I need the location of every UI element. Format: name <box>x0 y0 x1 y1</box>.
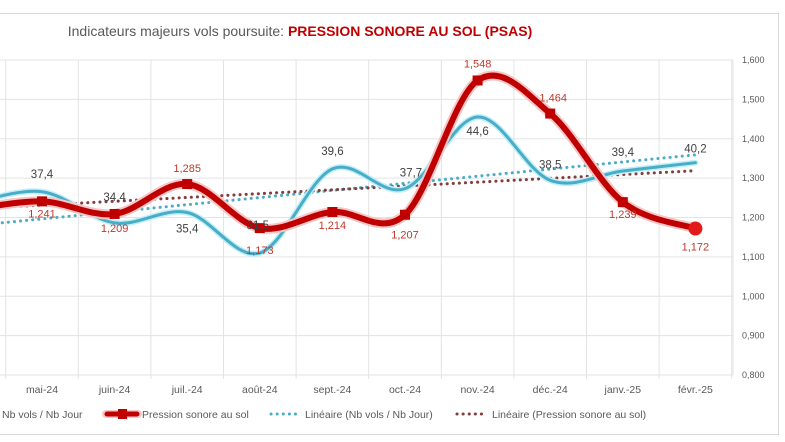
data-label-pression: 1,464 <box>539 93 567 105</box>
data-label-nb-vols: 38,5 <box>539 159 561 171</box>
x-tick-label: févr.-25 <box>678 384 713 396</box>
data-label-nb-vols: 39,4 <box>612 147 635 159</box>
x-tick-label: juil.-24 <box>171 384 203 396</box>
legend-label-trend-nb-vols: Linéaire (Nb vols / Nb Jour) <box>305 409 433 421</box>
y2-tick-label: 0,900 <box>742 331 765 341</box>
y2-axis-ticks: 1,600 1,500 1,400 1,300 1,200 1,100 1,000 0,900… <box>742 55 765 380</box>
data-label-nb-vols: 34,4 <box>103 192 126 204</box>
marker-pression <box>37 196 47 207</box>
data-label-nb-vols: 37,7 <box>400 168 422 180</box>
data-label-nb-vols: 31,5 <box>247 220 269 232</box>
data-label-nb-vols: 40,2 <box>684 144 706 156</box>
y2-tick-label: 1,400 <box>742 134 765 144</box>
x-tick-label: mai-24 <box>26 384 58 396</box>
data-label-nb-vols: 37,4 <box>31 169 54 181</box>
chart-title: Indicateurs majeurs vols poursuite: PRES… <box>0 23 600 39</box>
y2-tick-label: 1,100 <box>742 252 765 262</box>
data-label-nb-vols: 35,4 <box>176 224 199 236</box>
data-label-pression: 1,548 <box>464 58 492 70</box>
marker-pression <box>254 223 265 234</box>
legend-label-pression: Pression sonore au sol <box>142 409 249 421</box>
data-label-pression: 1,241 <box>28 208 56 220</box>
data-label-nb-vols: 39,6 <box>321 146 343 158</box>
marker-pression <box>617 197 628 208</box>
data-label-pression: 1,209 <box>101 223 129 235</box>
marker-pression <box>109 208 120 219</box>
series-lines <box>0 70 703 257</box>
data-label-pression: 1,173 <box>246 245 274 257</box>
x-axis-labels: mai-24 juin-24 juil.-24 août-24 sept.-24 oct.… <box>26 384 713 396</box>
x-tick-label: juin-24 <box>98 384 131 396</box>
series-pression-line <box>0 72 699 232</box>
data-label-pression: 1,285 <box>173 163 201 175</box>
marker-pression <box>545 108 556 119</box>
legend: Nb vols / Nb Jour Pression sonore au sol L… <box>2 409 646 421</box>
data-label-pression: 1,207 <box>391 230 419 242</box>
data-label-pression: 1,172 <box>682 242 710 254</box>
data-label-pression: 1,239 <box>609 209 637 221</box>
y2-tick-label: 1,200 <box>742 213 765 223</box>
y2-tick-label: 1,300 <box>742 173 765 183</box>
data-label-nb-vols: 44,6 <box>466 126 488 138</box>
marker-pression <box>400 209 410 220</box>
series-pression-glow <box>0 70 701 234</box>
y2-tick-label: 0,800 <box>742 370 765 380</box>
chart-title-prefix: Indicateurs majeurs vols poursuite: <box>67 23 288 39</box>
y2-tick-label: 1,500 <box>742 94 765 104</box>
marker-pression-last <box>688 221 703 236</box>
y2-tick-label: 1,600 <box>742 55 765 65</box>
data-labels: 37,4 34,4 35,4 31,5 39,6 37,7 44,6 38,5 39,4 40,2… <box>28 58 709 257</box>
legend-label-nb-vols: Nb vols / Nb Jour <box>2 409 83 421</box>
x-tick-label: août-24 <box>242 384 278 396</box>
data-label-pression: 1,214 <box>319 220 347 232</box>
legend-marker-pression <box>118 409 127 419</box>
x-tick-label: oct.-24 <box>389 384 421 396</box>
chart-title-highlight: PRESSION SONORE AU SOL (PSAS) <box>287 23 533 39</box>
legend-label-trend-pression: Linéaire (Pression sonore au sol) <box>492 409 646 421</box>
x-tick-label: déc.-24 <box>533 384 568 396</box>
marker-pression <box>472 75 483 86</box>
y2-tick-label: 1,000 <box>742 291 765 301</box>
x-tick-label: janv.-25 <box>604 384 642 396</box>
x-tick-label: nov.-24 <box>460 384 494 396</box>
x-tick-label: sept.-24 <box>313 384 351 396</box>
marker-pression <box>182 179 193 190</box>
marker-pression <box>327 206 338 217</box>
